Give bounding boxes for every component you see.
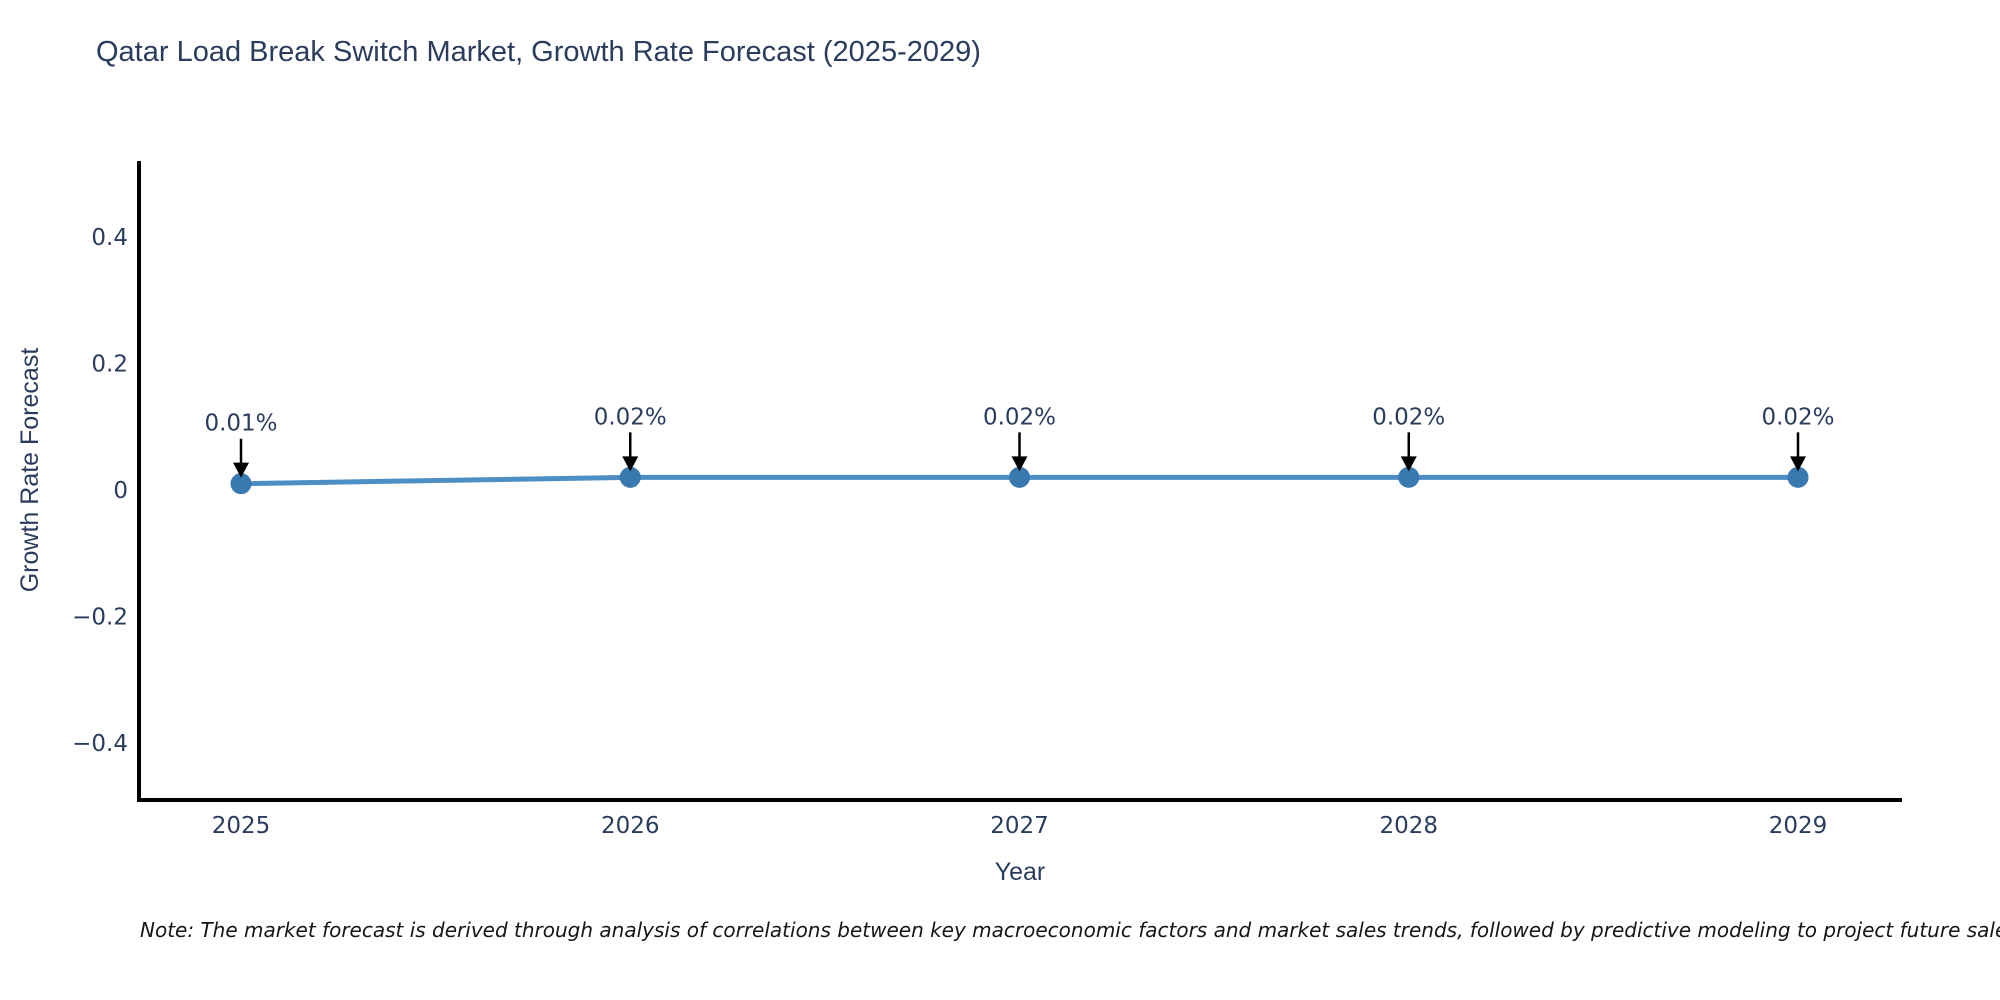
footnote-text: Note: The market forecast is derived thr… — [140, 918, 2000, 942]
x-tick-label: 2026 — [601, 813, 660, 839]
y-tick-label: 0.4 — [91, 225, 128, 251]
annotation-arrow-head — [233, 462, 249, 478]
annotation-arrow-head — [1790, 456, 1806, 472]
y-axis-title: Growth Rate Forecast — [16, 347, 44, 593]
x-tick-label: 2027 — [990, 813, 1049, 839]
annotation-label: 0.02% — [1761, 404, 1834, 430]
annotation-label: 0.02% — [594, 404, 667, 430]
annotation-arrow-head — [622, 456, 639, 472]
x-tick-label: 2025 — [212, 813, 271, 839]
annotation-arrow-head — [1400, 456, 1417, 472]
annotation-label: 0.02% — [983, 404, 1056, 430]
x-tick-label: 2028 — [1379, 813, 1438, 839]
y-tick-label: 0 — [113, 478, 128, 504]
y-tick-label: −0.2 — [72, 605, 128, 631]
x-axis-title: Year — [994, 858, 1046, 886]
chart-title: Qatar Load Break Switch Market, Growth R… — [96, 36, 981, 68]
x-tick-label: 2029 — [1769, 813, 1828, 839]
annotation-label: 0.02% — [1372, 404, 1445, 430]
y-tick-label: −0.4 — [72, 731, 128, 757]
annotation-label: 0.01% — [204, 411, 277, 437]
annotation-arrow-head — [1011, 456, 1028, 472]
y-tick-label: 0.2 — [91, 352, 128, 378]
